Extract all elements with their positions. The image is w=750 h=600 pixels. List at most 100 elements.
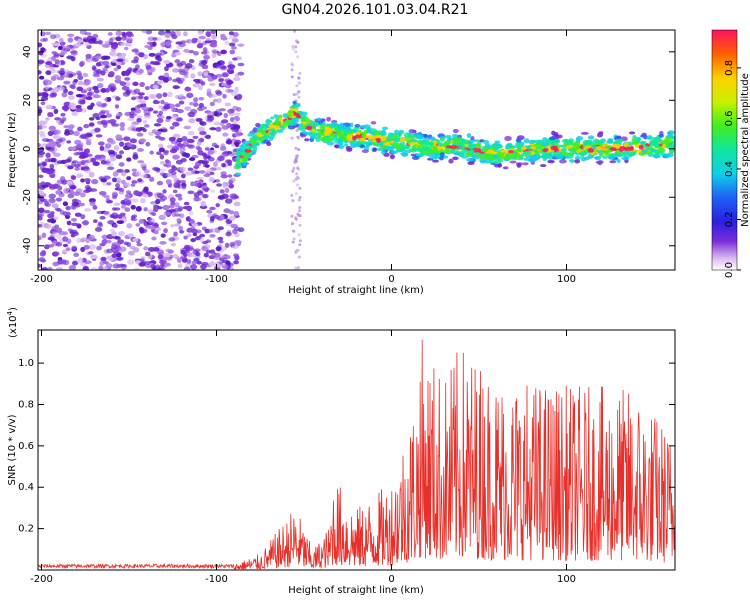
spectrogram-cell: [101, 102, 108, 107]
spectrogram-cell: [109, 51, 115, 56]
spectrogram-cell: [113, 202, 121, 206]
spectrogram-cell: [38, 224, 43, 228]
spectrogram-cell: [71, 260, 78, 266]
spectrogram-cell: [153, 99, 158, 104]
spectrogram-cell: [227, 64, 234, 69]
spectrogram-cell: [127, 117, 135, 122]
spectrogram-cell: [363, 129, 369, 134]
spectrogram-cell: [190, 238, 197, 243]
spectrogram-cell: [226, 68, 235, 74]
spectrogram-cell: [298, 205, 302, 209]
spectrogram-cell: [160, 233, 166, 238]
spectrogram-cell: [85, 140, 92, 146]
spectrogram-cell: [658, 148, 666, 153]
spectrogram-cell: [209, 206, 216, 211]
spectrogram-cell: [156, 118, 164, 124]
spectrogram-cell: [213, 121, 221, 126]
spectrogram-cell: [140, 102, 147, 108]
spectrogram-cell: [568, 152, 574, 156]
spectrogram-cell: [52, 261, 60, 267]
spectrogram-cell: [589, 154, 595, 158]
spectrogram-cell: [514, 142, 523, 147]
spectrogram-cell: [100, 109, 106, 114]
spectrogram-cell: [296, 176, 300, 180]
spectrogram-cell: [115, 30, 123, 36]
spectrogram-cell: [504, 149, 509, 153]
spectrogram-cell: [172, 189, 178, 194]
spectrogram-cell: [148, 217, 155, 224]
spectrogram-cell: [187, 111, 195, 118]
spectrogram-cell: [547, 160, 555, 164]
spectrogram-cell: [365, 142, 371, 148]
x-tick-label: -200: [30, 574, 53, 585]
spectrogram-cell: [215, 203, 221, 208]
spectrogram-cell: [159, 49, 165, 53]
spectrogram-cell: [131, 180, 138, 184]
spectrogram-cell: [158, 136, 166, 141]
spectrogram-cell: [242, 140, 250, 146]
spectrogram-cell: [163, 60, 170, 65]
spectrogram-cell: [197, 85, 203, 91]
spectrogram-cell: [209, 171, 215, 175]
spectrogram-cell: [133, 88, 141, 94]
spectrogram-cell: [153, 123, 162, 127]
spectrogram-cell: [175, 77, 181, 82]
spectrogram-cell: [446, 145, 453, 149]
spectrogram-cell: [38, 59, 45, 65]
spectrogram-cell: [181, 135, 188, 142]
spectrogram-cell: [59, 175, 66, 182]
spectrogram-cell: [290, 222, 294, 226]
spectrogram-cell: [190, 181, 195, 187]
spectrogram-cell: [223, 112, 229, 119]
spectrogram-cell: [109, 153, 115, 158]
spectrogram-cell: [464, 152, 473, 157]
spectrogram-cell: [227, 61, 233, 65]
spectrogram-cell: [144, 85, 151, 91]
spectrogram-cell: [595, 145, 603, 151]
spectrogram-cell: [381, 126, 388, 131]
spectrogram-cell: [172, 253, 179, 258]
spectrogram-cell: [96, 77, 104, 82]
spectrogram-cell: [168, 204, 175, 209]
spectrogram-cell: [268, 136, 274, 141]
spectrogram-cell: [418, 148, 423, 153]
spectrogram-cell: [182, 252, 188, 257]
spectrogram-cell: [261, 130, 267, 136]
spectrogram-cell: [136, 242, 143, 247]
spectrogram-cell: [175, 193, 183, 198]
spectrogram-cell: [192, 249, 199, 255]
spectrogram-cell: [53, 216, 59, 221]
spectrogram-cell: [157, 80, 164, 84]
spectrogram-cell: [217, 226, 224, 231]
spectrogram-cell: [227, 174, 233, 178]
spectrogram-cell: [343, 143, 349, 147]
spectrogram-cell: [214, 256, 220, 260]
spectrogram-cell: [437, 142, 444, 147]
spectrogram-cell: [527, 157, 536, 163]
spectrogram-cell: [128, 250, 135, 256]
spectrogram-frame: [37, 29, 676, 271]
spectrogram-cell: [164, 103, 172, 110]
spectrogram-cell: [594, 155, 602, 161]
spectrogram-cell: [218, 78, 224, 83]
spectrogram-cell: [294, 157, 298, 161]
spectrogram-cell: [115, 134, 123, 140]
spectrogram-cell: [230, 91, 239, 97]
spectrogram-cell: [228, 215, 236, 221]
spectrogram-cell: [120, 200, 126, 205]
spectrogram-cell: [580, 156, 587, 162]
spectrogram-cell: [432, 159, 439, 163]
spectrogram-cell: [150, 222, 159, 227]
spectrogram-cell: [45, 223, 52, 229]
spectrogram-cell: [133, 190, 140, 196]
y-tick-label: 0.2: [18, 524, 34, 535]
spectrogram-cell: [200, 200, 206, 207]
spectrogram-cell: [163, 150, 169, 156]
spectrogram-cell: [465, 157, 474, 162]
spectrogram-cell: [523, 138, 530, 144]
spectrogram-cell: [177, 206, 183, 212]
spectrogram-cell: [522, 162, 529, 166]
spectrogram-cell: [606, 139, 613, 144]
spectrogram-cell: [189, 219, 196, 225]
spectrogram-cell: [169, 197, 176, 203]
